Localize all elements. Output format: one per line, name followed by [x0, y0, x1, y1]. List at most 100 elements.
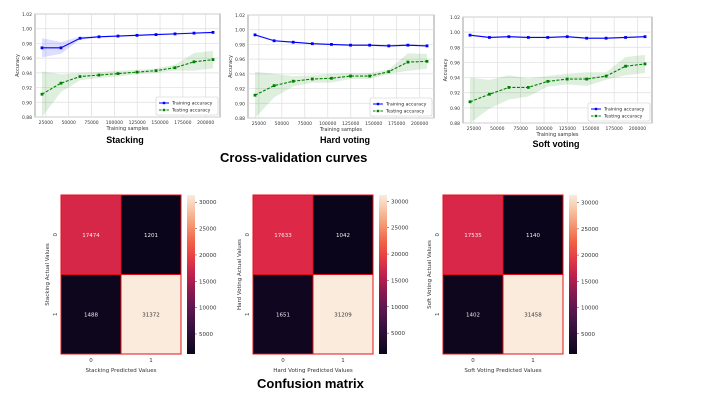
legend — [369, 97, 433, 117]
y-tick-label: 1 — [435, 313, 441, 317]
cell-value: 1402 — [466, 312, 480, 318]
data-point — [643, 62, 647, 66]
learning-curve-2: 0.88 0.90 0.92 0.94 0.96 0.98 1.00 1.02 25000 500… — [443, 15, 653, 149]
colorbar — [187, 195, 195, 354]
x-tick-label: 50000 — [62, 120, 76, 126]
data-point — [565, 35, 569, 39]
heatmap-cell — [120, 274, 182, 355]
y-tick-label: 0.96 — [450, 60, 460, 66]
x-tick-label: 100000 — [106, 120, 123, 126]
x-axis-label: Hard Voting Predicted Values — [273, 368, 353, 374]
colorbar-tick-label: 15000 — [199, 279, 217, 285]
data-point — [40, 46, 44, 50]
x-tick-label: 175000 — [174, 120, 191, 126]
series-line-1 — [469, 63, 646, 103]
data-point — [40, 92, 44, 96]
data-point — [368, 43, 372, 47]
data-point — [310, 77, 314, 81]
colorbar-tick-label: 5000 — [199, 332, 213, 338]
x-tick-label: 75000 — [298, 121, 312, 127]
cell-value: 1201 — [144, 233, 158, 239]
data-point — [211, 58, 215, 62]
data-point — [272, 39, 276, 43]
x-tick-label: 200000 — [411, 121, 428, 127]
colorbar-tick-label: 10000 — [581, 306, 599, 312]
x-tick-label: 150000 — [582, 126, 599, 132]
y-tick-label: 1.00 — [450, 30, 460, 36]
colorbar-tick-label: 5000 — [391, 331, 405, 337]
y-tick-label: 0 — [245, 233, 251, 237]
x-tick-label: 25000 — [39, 120, 53, 126]
data-point — [291, 79, 295, 83]
learning-curve-0: 0.88 0.90 0.92 0.94 0.96 0.98 1.00 1.02 25000 500… — [15, 12, 221, 145]
colorbar-tick-label: 5000 — [581, 332, 595, 338]
data-point — [526, 86, 530, 89]
data-point — [154, 33, 158, 36]
data-point — [624, 36, 627, 39]
data-point — [173, 66, 177, 70]
data-point — [565, 77, 569, 81]
y-tick-label: 0.96 — [22, 56, 32, 62]
colorbar-tick-label: 20000 — [391, 252, 409, 258]
legend-marker — [162, 101, 166, 105]
colorbar-tick-label: 30000 — [391, 199, 409, 205]
section-title-curves: Cross-validation curves — [220, 150, 368, 165]
y-tick-label: 1 — [245, 313, 251, 317]
x-axis-label: Training samples — [319, 127, 362, 133]
data-point — [585, 77, 589, 81]
x-tick-label: 175000 — [606, 126, 623, 132]
colorbar-tick-label: 10000 — [199, 306, 217, 312]
y-axis-label: Soft Voting Actual Values — [427, 240, 433, 309]
colorbar-tick-label: 20000 — [581, 253, 599, 259]
y-tick-label: 1.00 — [22, 27, 32, 33]
y-tick-label: 0.96 — [235, 57, 245, 63]
x-axis-label: Training samples — [105, 126, 148, 132]
colorbar-tick-label: 10000 — [391, 305, 409, 311]
data-point — [406, 43, 410, 47]
std-band-1 — [255, 53, 427, 118]
colorbar-tick-label: 25000 — [199, 227, 217, 233]
x-tick-label: 125000 — [342, 121, 359, 127]
x-tick-label: 75000 — [514, 126, 528, 132]
x-tick-label: 175000 — [388, 121, 405, 127]
legend-marker — [376, 102, 380, 106]
legend — [155, 96, 219, 116]
y-tick-label: 1.02 — [450, 15, 460, 21]
data-point — [604, 74, 608, 78]
cell-value: 31458 — [524, 312, 542, 318]
data-point — [116, 72, 120, 75]
confusion-matrix-1: 17633 1042 1651 31209 0 1 0 1 Hard Voting Predic… — [237, 194, 409, 374]
data-point — [387, 70, 391, 74]
y-tick-label: 0.92 — [235, 87, 245, 93]
heatmap-cell — [252, 274, 314, 355]
y-tick-label: 0.90 — [235, 101, 245, 107]
data-point — [488, 36, 491, 39]
cell-value: 1140 — [526, 233, 540, 239]
y-tick-label: 0.88 — [22, 115, 32, 121]
data-point — [97, 35, 101, 39]
data-point — [310, 42, 314, 46]
heatmap-cell — [60, 194, 122, 275]
heatmap-cell — [60, 274, 122, 355]
data-point — [291, 40, 295, 44]
heatmap-cell — [120, 194, 182, 275]
x-tick-label: 100000 — [319, 121, 336, 127]
cell-value: 17535 — [464, 233, 482, 239]
data-point — [546, 79, 550, 83]
heatmap-cell — [502, 274, 564, 355]
x-tick-label: 50000 — [490, 126, 504, 132]
y-axis-label: Stacking Actual Values — [45, 243, 51, 306]
y-tick-label: 1 — [53, 313, 59, 317]
y-axis-label: Hard Voting Actual Values — [237, 239, 243, 310]
data-point — [507, 86, 511, 89]
data-point — [135, 33, 139, 37]
data-point — [116, 34, 120, 38]
x-axis-label: Stacking Predicted Values — [85, 368, 156, 374]
x-axis-label: Soft Voting Predicted Values — [464, 368, 541, 374]
x-tick-label: 1 — [341, 358, 345, 364]
data-point — [59, 46, 63, 50]
data-point — [78, 75, 82, 78]
x-tick-label: 200000 — [197, 120, 214, 126]
cell-value: 1042 — [336, 233, 350, 239]
x-tick-label: 150000 — [151, 120, 168, 126]
